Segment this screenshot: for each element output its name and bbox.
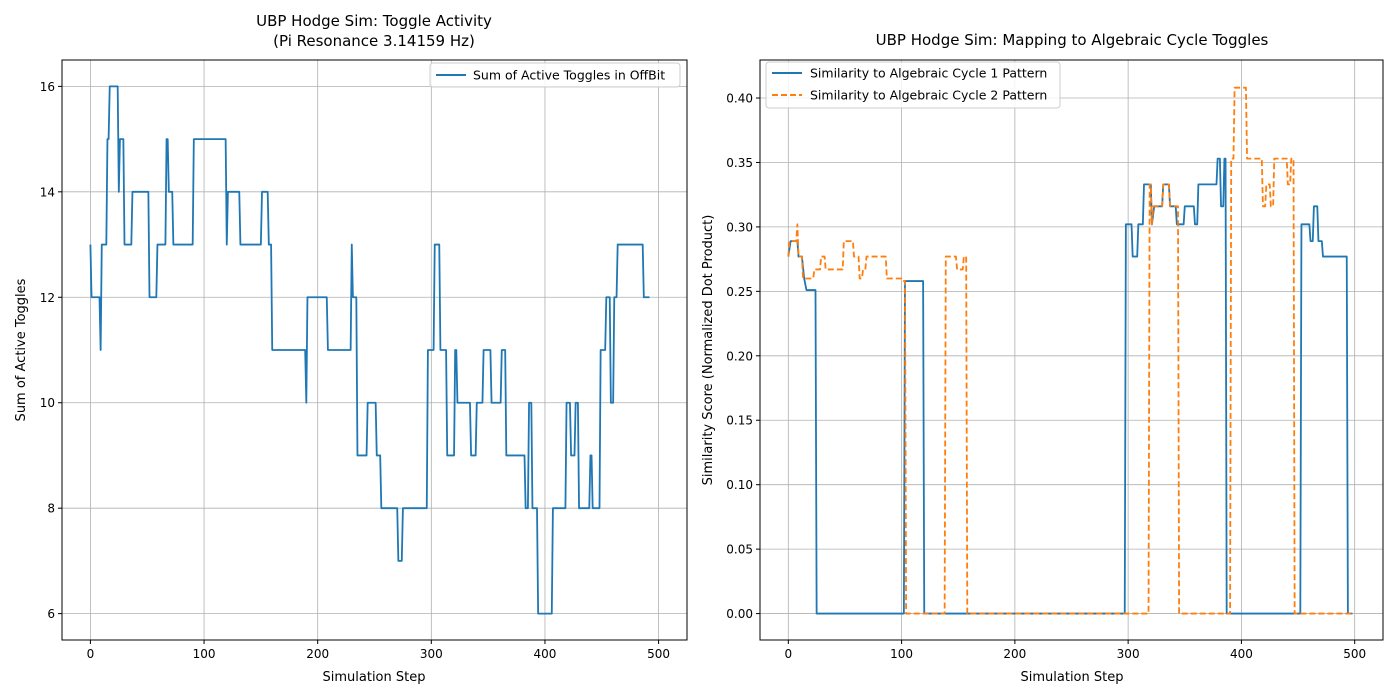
y-tick-label: 0.15 xyxy=(726,414,753,428)
x-tick-label: 200 xyxy=(306,647,329,661)
right-chart-plot-frame xyxy=(759,59,1384,641)
x-tick-label: 400 xyxy=(1230,647,1253,661)
y-tick-label: 6 xyxy=(47,607,55,621)
x-tick-label: 500 xyxy=(1343,647,1366,661)
right-legend-label-cycle-1: Similarity to Algebraic Cycle 1 Pattern xyxy=(810,66,1047,81)
x-tick-label: 200 xyxy=(1003,647,1026,661)
x-tick-label: 300 xyxy=(1117,647,1140,661)
y-tick-label: 0.10 xyxy=(726,478,753,492)
left-legend-label-sum-active-toggles: Sum of Active Toggles in OffBit xyxy=(473,68,665,83)
left-chart-grid xyxy=(62,60,687,640)
right-chart-y-axis-label: Similarity Score (Normalized Dot Product… xyxy=(701,215,716,486)
y-tick-label: 10 xyxy=(40,396,55,410)
left-chart-x-axis-label: Simulation Step xyxy=(323,670,426,685)
x-tick-label: 400 xyxy=(534,647,557,661)
left-chart-plot-frame xyxy=(61,59,688,641)
right-chart-series-layer xyxy=(787,86,1353,615)
right-chart-grid xyxy=(760,60,1383,640)
y-tick-label: 0.20 xyxy=(726,349,753,363)
y-tick-label: 0.25 xyxy=(726,285,753,299)
x-tick-label: 500 xyxy=(647,647,670,661)
left-chart-y-axis-label: Sum of Active Toggles xyxy=(14,278,29,421)
right-chart-legend-box xyxy=(765,61,1061,109)
y-tick-label: 8 xyxy=(47,502,55,516)
y-tick-label: 12 xyxy=(40,291,55,305)
right-chart-ticks: 0 100 200 300 400 500 0.00 0.05 0.10 0.15 0.20 0.25… xyxy=(726,92,1366,661)
left-chart-ticks: 0 100 200 300 400 500 6 8 10 12 14 16 xyxy=(40,80,670,661)
x-tick-label: 100 xyxy=(193,647,216,661)
y-tick-label: 14 xyxy=(40,185,55,199)
y-tick-label: 0.00 xyxy=(726,607,753,621)
right-legend-label-cycle-2: Similarity to Algebraic Cycle 2 Pattern xyxy=(810,88,1047,103)
x-tick-label: 0 xyxy=(784,647,792,661)
left-chart-legend: Sum of Active Toggles in OffBit xyxy=(429,62,681,88)
right-chart-legend: Similarity to Algebraic Cycle 1 Pattern … xyxy=(765,61,1061,109)
left-chart: 0 100 200 300 400 500 6 8 10 12 14 16 UBP Hodge Sim… xyxy=(14,12,688,685)
y-tick-label: 0.40 xyxy=(726,92,753,106)
left-chart-series-layer xyxy=(89,85,650,615)
x-tick-label: 300 xyxy=(420,647,443,661)
y-tick-label: 0.35 xyxy=(726,156,753,170)
left-chart-title: UBP Hodge Sim: Toggle Activity xyxy=(256,12,492,30)
series-line-right-1 xyxy=(787,86,1353,615)
right-chart: 0 100 200 300 400 500 0.00 0.05 0.10 0.15 0.20 0.25… xyxy=(701,31,1384,685)
y-tick-label: 0.05 xyxy=(726,543,753,557)
right-chart-title: UBP Hodge Sim: Mapping to Algebraic Cycl… xyxy=(876,31,1269,49)
x-tick-label: 100 xyxy=(890,647,913,661)
left-chart-legend-box xyxy=(429,62,681,88)
x-tick-label: 0 xyxy=(87,647,95,661)
y-tick-label: 0.30 xyxy=(726,220,753,234)
left-chart-subtitle: (Pi Resonance 3.14159 Hz) xyxy=(273,32,475,50)
series-line-left-0 xyxy=(89,85,650,615)
right-chart-x-axis-label: Simulation Step xyxy=(1021,670,1124,685)
y-tick-label: 16 xyxy=(40,80,55,94)
